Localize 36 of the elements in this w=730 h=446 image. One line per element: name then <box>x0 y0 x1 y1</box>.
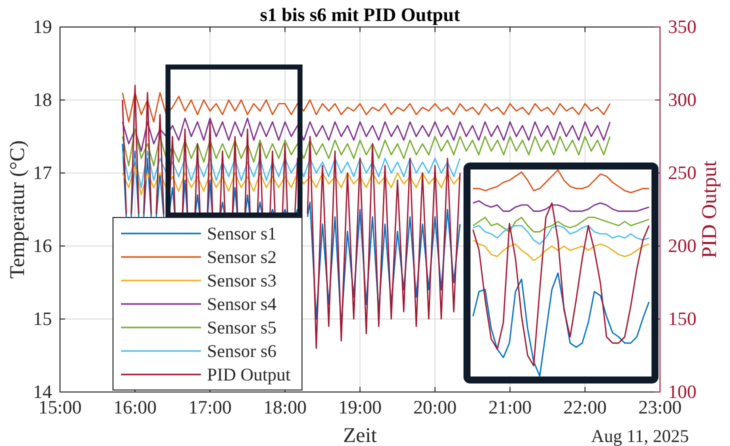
line-series <box>122 118 611 152</box>
y2-tick-label: 150 <box>668 309 696 330</box>
x-tick-label: 23:00 <box>638 397 682 418</box>
x-tick-label: 22:00 <box>563 397 607 418</box>
legend-label: PID Output <box>207 364 291 384</box>
y2-tick-label: 350 <box>668 17 696 38</box>
y-axis-title: Temperatur (°C) <box>5 140 29 279</box>
y-tick-label: 16 <box>33 236 52 258</box>
x-tick-label: 20:00 <box>413 397 457 418</box>
x-tick-label: 18:00 <box>263 397 307 418</box>
y2-tick-label: 200 <box>668 236 696 258</box>
line-series <box>122 165 461 196</box>
text: Aug 11, 2025 <box>591 426 689 446</box>
chart-title: s1 bis s6 mit PID Output <box>260 5 461 26</box>
y-tick-label: 15 <box>33 309 52 330</box>
legend-label: Sensor s6 <box>207 341 277 361</box>
x-tick-label: 17:00 <box>188 397 232 418</box>
x-tick-label: 16:00 <box>113 397 157 418</box>
y2-tick-label: 250 <box>668 163 696 184</box>
x-tick-label: 21:00 <box>488 397 532 418</box>
y-tick-label: 17 <box>33 163 52 184</box>
y-tick-label: 19 <box>33 17 52 38</box>
y-tick-label: 18 <box>33 90 52 112</box>
line-series <box>122 128 611 166</box>
line-series <box>122 92 611 123</box>
legend-label: Sensor s4 <box>207 294 277 314</box>
legend-label: Sensor s5 <box>207 318 277 338</box>
y2-axis-title: PID Output <box>697 160 721 258</box>
legend-label: Sensor s3 <box>207 270 277 290</box>
legend-label: Sensor s2 <box>207 247 277 267</box>
legend-label: Sensor s1 <box>207 224 277 244</box>
x-axis-title: Zeit <box>343 423 378 446</box>
x-tick-label: 15:00 <box>38 397 82 418</box>
y2-tick-label: 300 <box>668 90 696 112</box>
x-tick-label: 19:00 <box>338 397 382 418</box>
line-series <box>122 150 461 188</box>
